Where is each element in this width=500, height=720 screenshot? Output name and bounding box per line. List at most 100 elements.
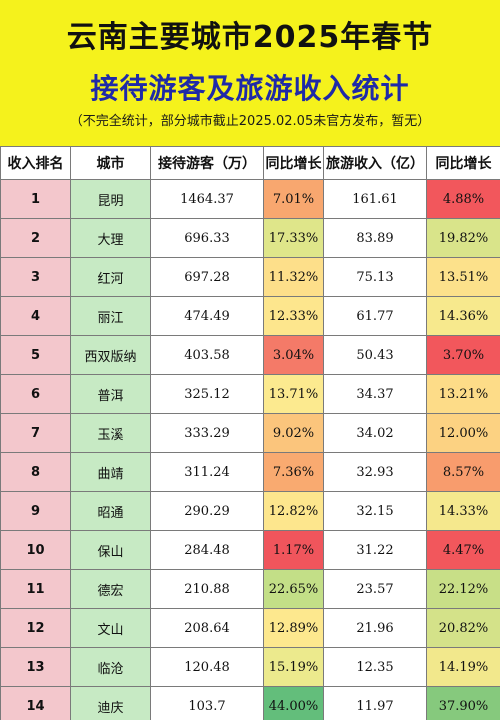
visitors-cell: 311.24: [150, 452, 264, 492]
revenue-cell: 34.37: [323, 374, 427, 414]
page-title: 云南主要城市2025年春节: [66, 20, 434, 55]
rank-cell: 13: [0, 647, 71, 687]
tourism-stats-table: 收入排名 城市 接待游客（万） 同比增长 旅游收入（亿） 同比增长 1 昆明 146…: [0, 146, 500, 720]
city-cell: 文山: [70, 608, 151, 648]
table-row: 10 保山 284.48 1.17% 31.22 4.47%: [0, 530, 500, 570]
table-row: 5 西双版纳 403.58 3.04% 50.43 3.70%: [0, 335, 500, 375]
table-row: 11 德宏 210.88 22.65% 23.57 22.12%: [0, 569, 500, 609]
visitors-cell: 696.33: [150, 218, 264, 258]
revenue-growth-cell: 14.36%: [426, 296, 500, 336]
city-cell: 昆明: [70, 179, 151, 219]
revenue-growth-cell: 37.90%: [426, 686, 500, 720]
visitors-growth-cell: 22.65%: [263, 569, 324, 609]
rank-cell: 5: [0, 335, 71, 375]
visitors-cell: 697.28: [150, 257, 264, 297]
visitors-cell: 325.12: [150, 374, 264, 414]
revenue-cell: 12.35: [323, 647, 427, 687]
revenue-cell: 11.97: [323, 686, 427, 720]
city-cell: 曲靖: [70, 452, 151, 492]
rank-cell: 9: [0, 491, 71, 531]
revenue-cell: 21.96: [323, 608, 427, 648]
city-cell: 普洱: [70, 374, 151, 414]
title-banner: 云南主要城市2025年春节 接待游客及旅游收入统计 （不完全统计，部分城市截止2…: [0, 0, 500, 146]
revenue-cell: 61.77: [323, 296, 427, 336]
revenue-growth-cell: 22.12%: [426, 569, 500, 609]
visitors-growth-cell: 12.33%: [263, 296, 324, 336]
revenue-growth-cell: 4.88%: [426, 179, 500, 219]
city-cell: 大理: [70, 218, 151, 258]
table-row: 8 曲靖 311.24 7.36% 32.93 8.57%: [0, 452, 500, 492]
rank-cell: 14: [0, 686, 71, 720]
table-row: 1 昆明 1464.37 7.01% 161.61 4.88%: [0, 179, 500, 219]
table-row: 9 昭通 290.29 12.82% 32.15 14.33%: [0, 491, 500, 531]
visitors-cell: 120.48: [150, 647, 264, 687]
revenue-cell: 32.15: [323, 491, 427, 531]
visitors-cell: 290.29: [150, 491, 264, 531]
table-row: 3 红河 697.28 11.32% 75.13 13.51%: [0, 257, 500, 297]
visitors-growth-cell: 7.01%: [263, 179, 324, 219]
rank-cell: 8: [0, 452, 71, 492]
column-header-city: 城市: [70, 146, 151, 180]
city-cell: 丽江: [70, 296, 151, 336]
revenue-cell: 34.02: [323, 413, 427, 453]
city-cell: 临沧: [70, 647, 151, 687]
revenue-growth-cell: 14.19%: [426, 647, 500, 687]
revenue-growth-cell: 20.82%: [426, 608, 500, 648]
table-row: 14 迪庆 103.7 44.00% 11.97 37.90%: [0, 686, 500, 720]
revenue-growth-cell: 12.00%: [426, 413, 500, 453]
revenue-cell: 23.57: [323, 569, 427, 609]
rank-cell: 11: [0, 569, 71, 609]
revenue-cell: 31.22: [323, 530, 427, 570]
rank-cell: 2: [0, 218, 71, 258]
city-cell: 玉溪: [70, 413, 151, 453]
visitors-growth-cell: 11.32%: [263, 257, 324, 297]
revenue-cell: 75.13: [323, 257, 427, 297]
table-row: 12 文山 208.64 12.89% 21.96 20.82%: [0, 608, 500, 648]
rank-cell: 6: [0, 374, 71, 414]
column-header-visitors-growth: 同比增长: [263, 146, 324, 180]
column-header-rank: 收入排名: [0, 146, 71, 180]
visitors-cell: 333.29: [150, 413, 264, 453]
table-row: 13 临沧 120.48 15.19% 12.35 14.19%: [0, 647, 500, 687]
rank-cell: 3: [0, 257, 71, 297]
column-header-revenue: 旅游收入（亿）: [323, 146, 427, 180]
visitors-growth-cell: 12.89%: [263, 608, 324, 648]
city-cell: 西双版纳: [70, 335, 151, 375]
visitors-growth-cell: 44.00%: [263, 686, 324, 720]
city-cell: 德宏: [70, 569, 151, 609]
rank-cell: 4: [0, 296, 71, 336]
page-subtitle: 接待游客及旅游收入统计: [90, 72, 410, 105]
table-row: 6 普洱 325.12 13.71% 34.37 13.21%: [0, 374, 500, 414]
revenue-cell: 32.93: [323, 452, 427, 492]
visitors-cell: 210.88: [150, 569, 264, 609]
city-cell: 保山: [70, 530, 151, 570]
visitors-growth-cell: 3.04%: [263, 335, 324, 375]
visitors-growth-cell: 17.33%: [263, 218, 324, 258]
revenue-growth-cell: 4.47%: [426, 530, 500, 570]
table-row: 4 丽江 474.49 12.33% 61.77 14.36%: [0, 296, 500, 336]
table-row: 2 大理 696.33 17.33% 83.89 19.82%: [0, 218, 500, 258]
revenue-cell: 161.61: [323, 179, 427, 219]
city-cell: 迪庆: [70, 686, 151, 720]
rank-cell: 7: [0, 413, 71, 453]
table-header-row: 收入排名 城市 接待游客（万） 同比增长 旅游收入（亿） 同比增长: [0, 146, 500, 180]
rank-cell: 1: [0, 179, 71, 219]
column-header-revenue-growth: 同比增长: [426, 146, 500, 180]
visitors-cell: 474.49: [150, 296, 264, 336]
column-header-visitors: 接待游客（万）: [150, 146, 264, 180]
rank-cell: 10: [0, 530, 71, 570]
city-cell: 昭通: [70, 491, 151, 531]
visitors-cell: 1464.37: [150, 179, 264, 219]
visitors-cell: 284.48: [150, 530, 264, 570]
revenue-growth-cell: 14.33%: [426, 491, 500, 531]
revenue-growth-cell: 13.51%: [426, 257, 500, 297]
revenue-cell: 83.89: [323, 218, 427, 258]
visitors-growth-cell: 15.19%: [263, 647, 324, 687]
visitors-cell: 103.7: [150, 686, 264, 720]
revenue-growth-cell: 8.57%: [426, 452, 500, 492]
visitors-growth-cell: 13.71%: [263, 374, 324, 414]
visitors-growth-cell: 9.02%: [263, 413, 324, 453]
revenue-growth-cell: 13.21%: [426, 374, 500, 414]
revenue-growth-cell: 19.82%: [426, 218, 500, 258]
visitors-cell: 403.58: [150, 335, 264, 375]
